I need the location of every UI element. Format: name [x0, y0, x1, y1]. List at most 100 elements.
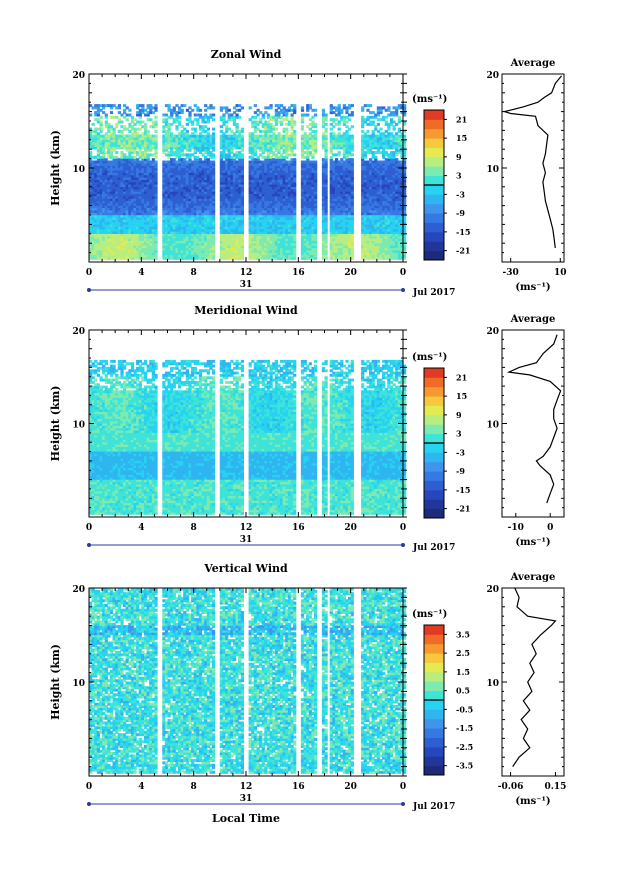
heatmap-cell: [314, 212, 318, 216]
heatmap-cell: [180, 179, 184, 183]
heatmap-cell: [287, 137, 292, 140]
heatmap-cell: [167, 221, 171, 225]
heatmap-cell: [180, 174, 184, 178]
heatmap-cell: [222, 144, 226, 147]
heatmap-cell: [149, 207, 153, 211]
heatmap-cell: [167, 195, 171, 199]
heatmap-cell: [185, 122, 189, 126]
heatmap-cell: [222, 200, 226, 204]
heatmap-cell: [89, 174, 93, 178]
heatmap-cell: [287, 141, 292, 145]
heatmap-cell: [154, 238, 158, 241]
heatmap-cell: [293, 146, 297, 150]
heatmap-cell: [238, 153, 242, 157]
heatmap-cell: [178, 188, 182, 192]
heatmap-cell: [269, 146, 273, 150]
heatmap-cell: [109, 245, 114, 249]
heatmap-cell: [266, 256, 271, 260]
heatmap-cell: [107, 144, 111, 147]
heatmap-cell: [274, 155, 278, 159]
heatmap-cell: [196, 214, 200, 218]
heatmap-cell: [227, 223, 231, 227]
heatmap-cell: [251, 160, 255, 164]
heatmap-cell: [227, 141, 231, 145]
heatmap-cell: [198, 113, 203, 117]
heatmap-cell: [164, 240, 169, 244]
heatmap-cell: [191, 245, 195, 249]
heatmap-cell: [212, 148, 216, 152]
heatmap-cell: [170, 160, 174, 164]
heatmap-cell: [274, 200, 278, 204]
heatmap-cell: [149, 200, 153, 204]
heatmap-cell: [104, 235, 108, 239]
heatmap-cell: [311, 198, 315, 202]
heatmap-cell: [164, 167, 169, 171]
heatmap-cell: [240, 169, 244, 173]
heatmap-cell: [167, 104, 171, 108]
heatmap-cell: [201, 209, 205, 213]
heatmap-cell: [144, 141, 148, 145]
heatmap-cell: [212, 216, 216, 220]
heatmap-cell: [280, 122, 284, 126]
heatmap-cell: [188, 219, 192, 223]
heatmap-cell: [219, 160, 223, 164]
heatmap-cell: [198, 115, 203, 119]
heatmap-cell: [285, 113, 289, 117]
heatmap-cell: [162, 151, 166, 155]
heatmap-cell: [130, 162, 135, 166]
heatmap-cell: [136, 158, 140, 162]
heatmap-cell: [115, 191, 119, 194]
heatmap-cell: [277, 200, 281, 204]
heatmap-cell: [109, 132, 114, 136]
heatmap-cell: [136, 144, 140, 147]
heatmap-cell: [235, 167, 239, 171]
heatmap-cell: [123, 254, 127, 258]
heatmap-cell: [117, 195, 121, 199]
heatmap-cell: [94, 104, 98, 108]
heatmap-cell: [154, 104, 158, 108]
heatmap-cell: [133, 176, 137, 180]
heatmap-cell: [91, 160, 95, 164]
heatmap-cell: [89, 212, 93, 216]
heatmap-cell: [115, 155, 119, 159]
heatmap-cell: [285, 214, 289, 218]
heatmap-cell: [235, 223, 239, 227]
heatmap-cell: [146, 179, 150, 183]
heatmap-cell: [133, 231, 137, 234]
heatmap-cell: [261, 245, 265, 249]
heatmap-cell: [180, 223, 184, 227]
heatmap-cell: [206, 153, 210, 157]
heatmap-cell: [248, 162, 252, 166]
heatmap-cell: [212, 176, 216, 180]
heatmap-cell: [259, 195, 263, 199]
heatmap-cell: [230, 214, 234, 218]
heatmap-cell: [112, 186, 116, 190]
heatmap-cell: [269, 169, 273, 173]
heatmap-cell: [264, 134, 268, 138]
heatmap-cell: [204, 240, 208, 244]
heatmap-cell: [133, 254, 137, 258]
heatmap-cell: [193, 165, 197, 169]
heatmap-cell: [188, 160, 192, 164]
heatmap-cell: [256, 219, 260, 223]
heatmap-cell: [321, 221, 326, 225]
heatmap-cell: [225, 231, 229, 234]
heatmap-cell: [253, 172, 257, 176]
heatmap-cell: [227, 205, 231, 209]
heatmap-cell: [102, 240, 106, 244]
heatmap-cell: [206, 209, 210, 213]
heatmap-cell: [222, 186, 226, 190]
heatmap-cell: [144, 153, 148, 157]
heatmap-cell: [125, 118, 129, 122]
heatmap-cell: [136, 254, 140, 258]
heatmap-cell: [303, 160, 307, 164]
heatmap-cell: [206, 160, 210, 164]
heatmap-cell: [238, 245, 242, 249]
heatmap-cell: [300, 146, 305, 150]
heatmap-cell: [256, 113, 260, 117]
heatmap-cell: [282, 195, 286, 199]
heatmap-cell: [293, 231, 297, 234]
heatmap-cell: [128, 216, 132, 220]
heatmap-cell: [264, 129, 268, 133]
heatmap-cell: [206, 223, 210, 227]
